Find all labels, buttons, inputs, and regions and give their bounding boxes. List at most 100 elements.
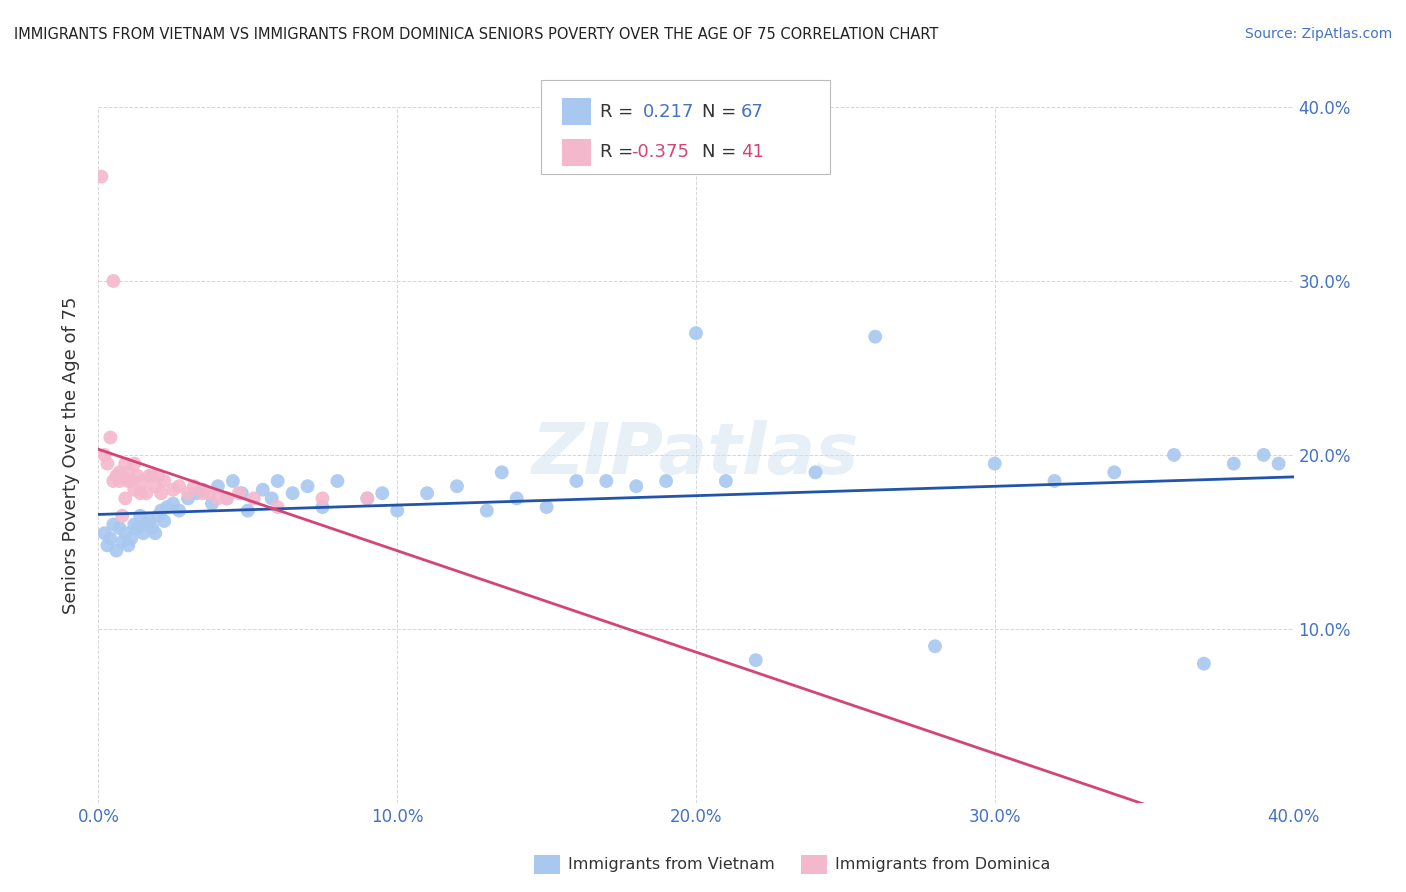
Point xyxy=(124,483,146,497)
Point xyxy=(984,457,1007,471)
Point xyxy=(446,479,468,493)
Point xyxy=(215,491,238,506)
Text: R =: R = xyxy=(600,144,634,161)
Point xyxy=(162,497,184,511)
Point xyxy=(167,479,190,493)
Point xyxy=(267,474,290,488)
Point xyxy=(143,479,166,493)
Point xyxy=(103,274,125,288)
Point xyxy=(93,448,115,462)
Point xyxy=(114,526,136,541)
Text: N =: N = xyxy=(702,144,735,161)
Point xyxy=(215,491,238,506)
Point xyxy=(108,466,131,480)
Point xyxy=(98,430,122,444)
Text: Immigrants from Dominica: Immigrants from Dominica xyxy=(835,857,1050,871)
Point xyxy=(714,474,737,488)
Point xyxy=(177,491,200,506)
Point xyxy=(90,169,112,184)
Point xyxy=(127,468,149,483)
Point xyxy=(243,491,266,506)
Point xyxy=(117,474,139,488)
Y-axis label: Seniors Poverty Over the Age of 75: Seniors Poverty Over the Age of 75 xyxy=(62,296,80,614)
Point xyxy=(132,526,155,541)
Point xyxy=(148,468,170,483)
Point xyxy=(150,503,173,517)
Point xyxy=(356,491,378,506)
Point xyxy=(685,326,707,340)
Point xyxy=(1253,448,1275,462)
Point xyxy=(129,486,152,500)
Point xyxy=(491,466,513,480)
Point xyxy=(120,532,142,546)
Point xyxy=(129,508,152,523)
Point xyxy=(565,474,588,488)
Text: Immigrants from Vietnam: Immigrants from Vietnam xyxy=(568,857,775,871)
Point xyxy=(626,479,648,493)
Point xyxy=(153,514,176,528)
Point xyxy=(198,486,221,500)
Point xyxy=(326,474,349,488)
Point xyxy=(103,517,125,532)
Point xyxy=(260,491,283,506)
Point xyxy=(311,500,333,514)
Point xyxy=(804,466,827,480)
Point xyxy=(135,517,157,532)
Text: 41: 41 xyxy=(741,144,763,161)
Point xyxy=(207,479,229,493)
Point xyxy=(150,486,173,500)
Point xyxy=(385,503,409,517)
Point xyxy=(475,503,498,517)
Point xyxy=(103,474,125,488)
Point xyxy=(114,491,136,506)
Point xyxy=(1163,448,1185,462)
Point xyxy=(1104,466,1126,480)
Point xyxy=(297,479,319,493)
Point xyxy=(228,486,250,500)
Point xyxy=(135,486,157,500)
Point xyxy=(371,486,394,500)
Point xyxy=(108,474,131,488)
Point xyxy=(191,486,214,500)
Point xyxy=(595,474,617,488)
Point xyxy=(162,483,184,497)
Point xyxy=(1043,474,1066,488)
Point xyxy=(222,474,245,488)
Point xyxy=(655,474,678,488)
Point xyxy=(186,486,208,500)
Point xyxy=(120,474,142,488)
Point xyxy=(416,486,439,500)
Point xyxy=(191,483,214,497)
Point xyxy=(138,468,160,483)
Point xyxy=(148,508,170,523)
Point xyxy=(108,521,131,535)
Point xyxy=(207,491,229,506)
Text: -0.375: -0.375 xyxy=(631,144,689,161)
Point xyxy=(536,500,558,514)
Point xyxy=(356,491,378,506)
Point xyxy=(141,521,163,535)
Point xyxy=(127,521,149,535)
Point xyxy=(105,468,128,483)
Point xyxy=(124,457,146,471)
Point xyxy=(506,491,529,506)
Point xyxy=(201,497,224,511)
Point xyxy=(745,653,768,667)
Point xyxy=(96,538,118,552)
Point xyxy=(114,457,136,471)
Point xyxy=(311,491,333,506)
Point xyxy=(1192,657,1215,671)
Point xyxy=(156,500,179,514)
Point xyxy=(117,466,139,480)
Point xyxy=(111,534,134,549)
Point xyxy=(236,503,259,517)
Point xyxy=(138,514,160,528)
Point xyxy=(141,468,163,483)
Point xyxy=(267,500,290,514)
Text: IMMIGRANTS FROM VIETNAM VS IMMIGRANTS FROM DOMINICA SENIORS POVERTY OVER THE AGE: IMMIGRANTS FROM VIETNAM VS IMMIGRANTS FR… xyxy=(14,27,938,42)
Point xyxy=(183,479,205,493)
Point xyxy=(281,486,304,500)
Text: 0.217: 0.217 xyxy=(643,103,695,120)
Point xyxy=(132,474,155,488)
Text: ZIPatlas: ZIPatlas xyxy=(533,420,859,490)
